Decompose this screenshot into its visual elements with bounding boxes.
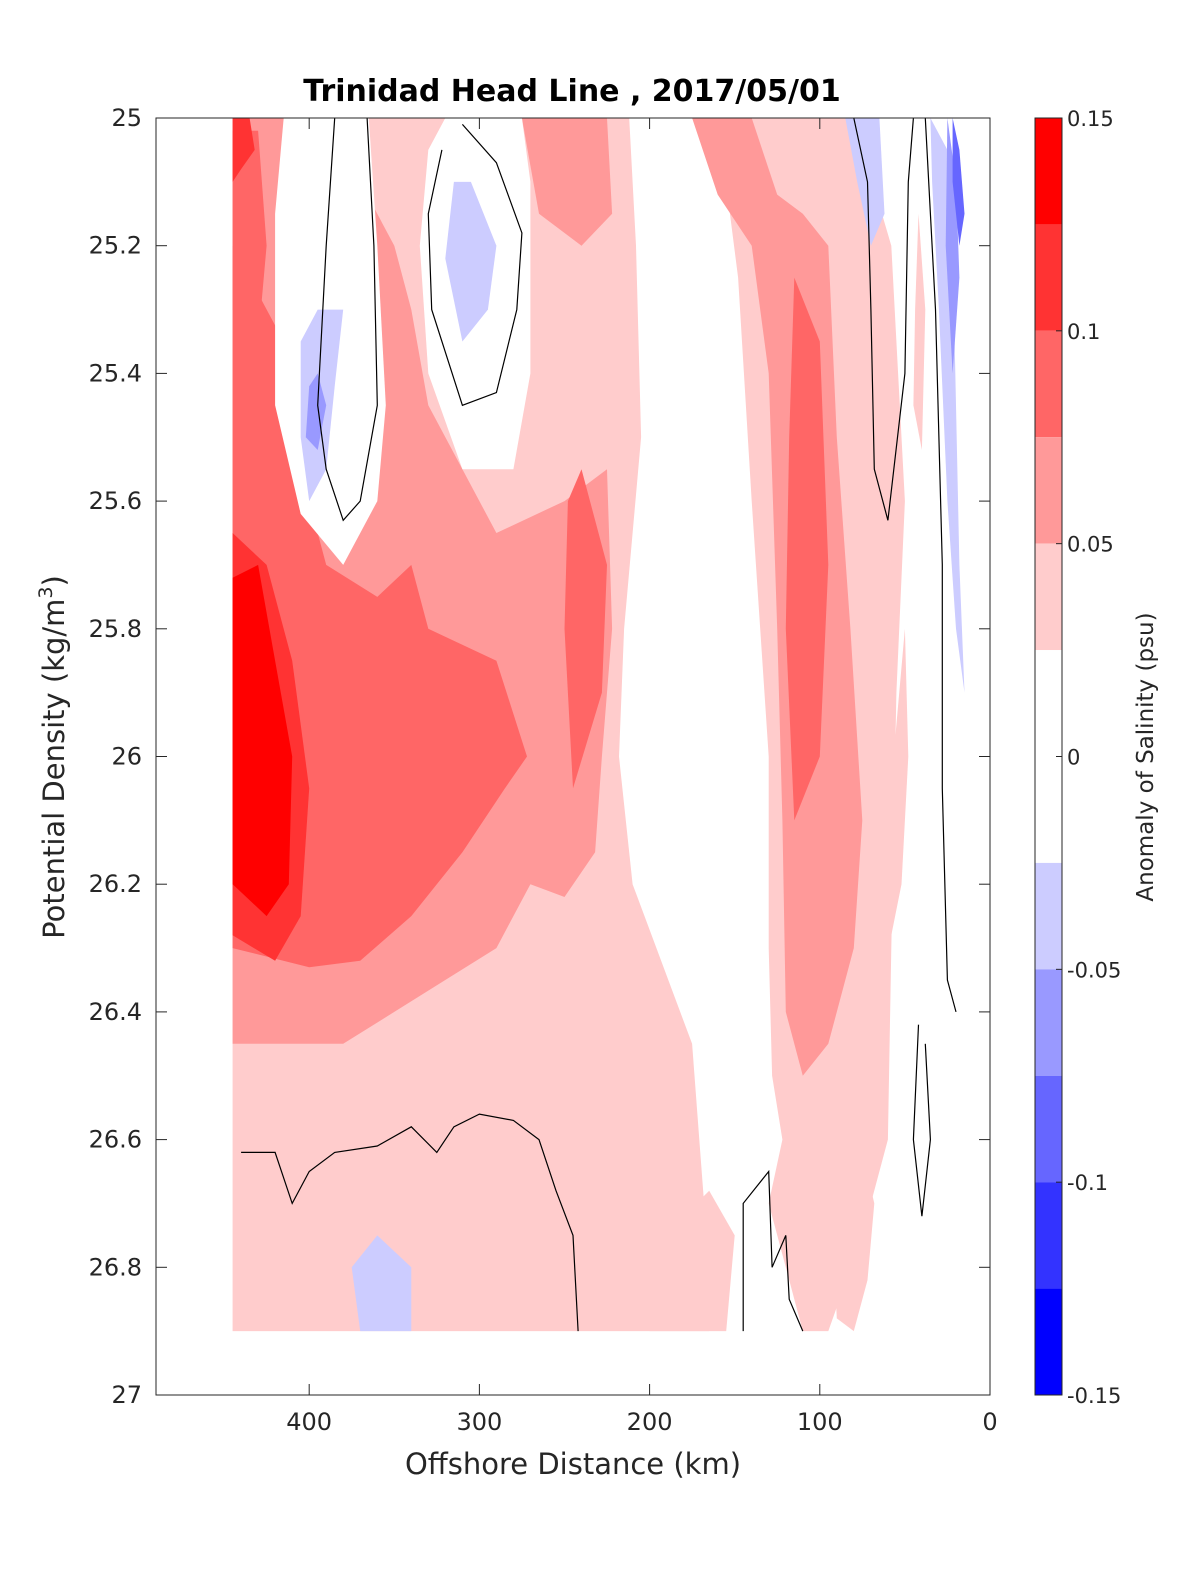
contour-region-5 [887,628,909,936]
plot-area: 400 300 200 100 0 25 25.2 25.4 25.6 25.8 26 26.2 26… [89,104,998,1436]
y-axis: 25 25.2 25.4 25.6 25.8 26 26.2 26.4 26.6 26.8 27 [89,104,990,1409]
contour-fill-regions [232,118,965,1332]
colorbar-tick-label: -0.05 [1067,958,1121,982]
contour-region-18 [309,118,335,182]
zero-contour-line-4 [853,118,914,521]
y-tick-label: 25.8 [89,615,142,643]
y-tick-label: 26 [111,743,142,771]
colorbar-label: Anomaly of Salinity (psu) [1133,612,1159,901]
contour-region-10 [564,469,607,789]
y-axis-label-main: Potential Density (kg/m [37,599,71,939]
colorbar-segment-9 [1035,1182,1062,1289]
contour-region-15 [232,564,293,917]
contour-region-26 [952,118,965,246]
zero-contour-lines [241,118,957,1332]
y-axis-label-close: ) [37,575,71,586]
contour-region-7 [521,118,613,246]
contour-region-1 [649,1190,735,1332]
x-tick-label: 0 [982,1408,997,1436]
zero-contour-line-3 [742,1169,804,1332]
colorbar-segment-4 [1035,543,1062,651]
colorbar-tick-label: 0.05 [1067,533,1114,557]
x-tick-label: 300 [456,1408,502,1436]
y-tick-label: 26.2 [89,870,142,898]
x-tick-label: 200 [627,1408,673,1436]
colorbar-segment-1 [1035,224,1062,331]
colorbar-segment-10 [1035,1288,1062,1395]
colorbar-segment-3 [1035,437,1062,544]
y-tick-label: 26.8 [89,1253,142,1281]
y-axis-label-superscript: 3 [35,586,57,598]
zero-contour-line-1 [427,124,523,407]
y-axis-label: Potential Density (kg/m3) [35,575,71,939]
y-tick-label: 25 [111,104,142,132]
colorbar-segment-7 [1035,969,1062,1076]
contour-region-22 [845,118,885,246]
x-axis-label: Offshore Distance (km) [405,1447,741,1481]
x-tick-label: 100 [797,1408,843,1436]
x-axis: 400 300 200 100 0 [286,118,998,1436]
colorbar-tick-label: 0.1 [1067,320,1100,344]
contour-region-12 [232,130,267,342]
contour-region-23 [930,118,965,693]
contour-region-14 [232,118,255,182]
contour-region-20 [445,181,497,342]
chart-title: Trinidad Head Line , 2017/05/01 [303,74,840,109]
colorbar-tick-label: -0.1 [1067,1171,1108,1195]
x-tick-label: 400 [286,1408,332,1436]
y-tick-label: 27 [111,1381,142,1409]
y-tick-label: 26.6 [89,1126,142,1154]
colorbar-segment-0 [1035,118,1062,225]
zero-contour-line-2 [241,1113,579,1332]
zero-contour-line-0 [317,118,378,522]
y-tick-label: 25.2 [89,232,142,260]
colorbar-segment-2 [1035,330,1062,438]
contour-region-4 [913,213,926,450]
y-tick-label: 25.6 [89,487,142,515]
colorbar-tick-label: 0.15 [1067,107,1114,131]
contour-region-21 [351,1235,412,1332]
contour-region-3 [828,1139,875,1332]
zero-contour-line-6 [912,1024,932,1217]
colorbar-segment-8 [1035,1075,1062,1183]
colorbar-tick-label: 0 [1067,746,1080,770]
colorbar-tick-label: -0.15 [1067,1384,1121,1408]
contour-region-11 [785,277,829,821]
zero-contour-line-5 [924,118,957,1013]
colorbar: 0.15 0.1 0.05 0 -0.05 -0.1 -0.15 [1034,107,1121,1408]
y-tick-label: 25.4 [89,359,142,387]
colorbar-segment-6 [1035,862,1062,970]
y-tick-label: 26.4 [89,998,142,1026]
